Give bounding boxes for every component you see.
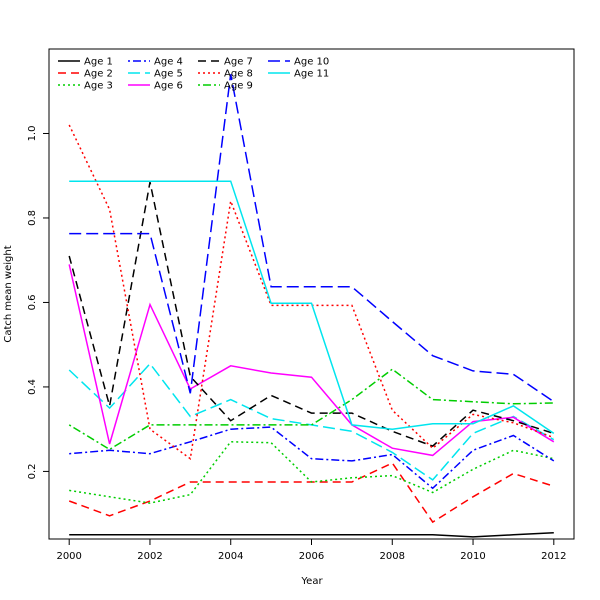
y-tick-label: 0.6 — [27, 294, 38, 310]
y-axis: 0.2 0.4 0.6 0.8 1.0 — [27, 126, 50, 479]
legend-label: Age 2 — [84, 69, 113, 80]
legend-label: Age 10 — [294, 57, 329, 68]
legend-label: Age 7 — [224, 57, 253, 68]
x-tick-label: 2000 — [56, 551, 81, 562]
series-line-age-7 — [68, 181, 555, 447]
series-line-age-1 — [69, 531, 554, 538]
x-tick-label: 2008 — [380, 551, 405, 562]
y-tick-label: 0.2 — [27, 463, 38, 479]
legend-label: Age 4 — [154, 57, 183, 68]
legend-label: Age 5 — [154, 69, 183, 80]
x-axis: 2000 2002 2004 2006 2008 2010 2012 — [56, 538, 567, 562]
series-line-age-9 — [68, 368, 554, 451]
series-line-age-5 — [68, 362, 555, 481]
legend-label: Age 11 — [294, 69, 329, 80]
series-line-age-10 — [69, 74, 555, 403]
x-axis-label: Year — [300, 576, 323, 587]
series-line-age-6 — [68, 264, 555, 457]
legend-label: Age 3 — [84, 81, 113, 92]
y-tick-label: 0.4 — [27, 379, 38, 395]
legend-label: Age 8 — [224, 69, 253, 80]
y-tick-label: 0.8 — [27, 210, 38, 226]
series-line-age-8 — [68, 124, 555, 461]
series-line-age-11 — [69, 180, 555, 435]
series-lines — [68, 74, 555, 538]
x-tick-label: 2004 — [218, 551, 243, 562]
legend-label: Age 9 — [224, 81, 253, 92]
legend-label: Age 1 — [84, 57, 113, 68]
series-line-age-3 — [69, 441, 554, 504]
legend-label: Age 6 — [154, 81, 183, 92]
plot-frame — [48, 48, 575, 540]
y-axis-label: Catch mean weight — [3, 245, 14, 342]
series-line-age-2 — [68, 462, 555, 524]
x-tick-label: 2002 — [137, 551, 162, 562]
x-tick-label: 2010 — [460, 551, 485, 562]
y-tick-label: 1.0 — [27, 126, 38, 142]
x-tick-label: 2012 — [541, 551, 566, 562]
series-line-age-4 — [69, 426, 555, 490]
x-tick-label: 2006 — [299, 551, 324, 562]
